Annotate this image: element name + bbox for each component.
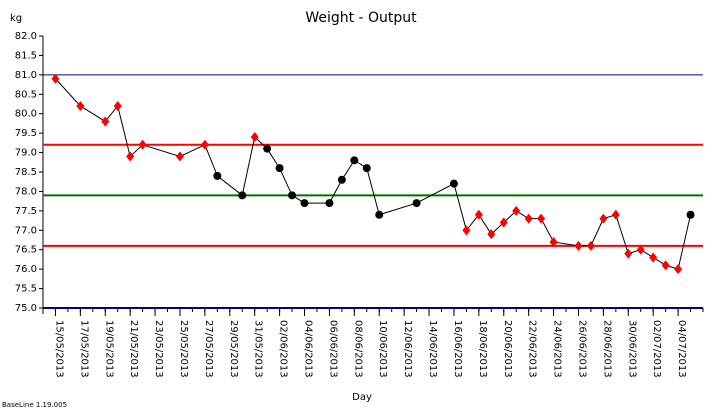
data-point — [674, 264, 683, 275]
data-point — [611, 209, 620, 220]
data-point — [175, 151, 184, 162]
data-point — [113, 100, 122, 111]
x-tick-label: 06/06/2013 — [327, 320, 338, 378]
data-point — [375, 210, 384, 219]
data-point — [474, 209, 483, 220]
y-tick-label: 75.5 — [15, 284, 37, 295]
data-point — [200, 139, 209, 150]
y-tick-label: 78.0 — [15, 186, 37, 197]
x-tick-label: 08/06/2013 — [352, 320, 363, 378]
footnote: BaseLine 1.19.005 — [2, 401, 67, 409]
data-point — [549, 236, 558, 247]
data-point — [288, 191, 297, 200]
data-point — [238, 191, 247, 200]
data-point — [263, 144, 272, 153]
data-point — [138, 139, 147, 150]
data-point — [624, 248, 633, 259]
data-point — [250, 132, 259, 143]
y-tick-label: 80.0 — [15, 109, 37, 120]
data-point — [487, 229, 496, 240]
y-tick-label: 77.0 — [15, 225, 37, 236]
y-tick-label: 79.5 — [15, 128, 37, 139]
x-tick-label: 29/05/2013 — [228, 320, 239, 378]
x-tick-label: 12/06/2013 — [402, 320, 413, 378]
x-tick-label: 04/07/2013 — [676, 320, 687, 378]
data-point — [412, 199, 421, 208]
x-tick-label: 20/06/2013 — [502, 320, 513, 378]
data-point — [499, 217, 508, 228]
data-line — [55, 78, 692, 270]
x-tick-label: 28/06/2013 — [601, 320, 612, 378]
y-axis-label: kg — [10, 13, 22, 24]
y-tick-label: 78.5 — [15, 167, 37, 178]
y-tick-label: 76.0 — [15, 264, 37, 275]
x-tick-label: 02/07/2013 — [651, 320, 662, 378]
x-tick-label: 19/05/2013 — [103, 320, 114, 378]
x-tick-label: 23/05/2013 — [153, 320, 164, 378]
x-tick-label: 31/05/2013 — [253, 320, 264, 378]
y-tick-label: 81.0 — [15, 70, 37, 81]
data-point — [275, 164, 284, 173]
x-tick-label: 24/06/2013 — [552, 320, 563, 378]
data-point — [126, 151, 135, 162]
data-point — [449, 179, 458, 188]
data-point — [462, 225, 471, 236]
x-tick-label: 04/06/2013 — [303, 320, 314, 378]
x-tick-label: 25/05/2013 — [178, 320, 189, 378]
data-point — [101, 116, 110, 127]
x-tick-label: 14/06/2013 — [427, 320, 438, 378]
y-tick-label: 82.0 — [15, 31, 37, 42]
data-point — [574, 240, 583, 251]
data-point — [350, 156, 359, 165]
data-point — [649, 252, 658, 263]
x-tick-label: 22/06/2013 — [527, 320, 538, 378]
data-point — [599, 213, 608, 224]
y-tick-label: 80.5 — [15, 89, 37, 100]
y-tick-label: 77.5 — [15, 206, 37, 217]
x-tick-label: 18/06/2013 — [477, 320, 488, 378]
y-tick-label: 79.0 — [15, 148, 37, 159]
data-point — [636, 244, 645, 255]
data-point — [213, 171, 222, 180]
x-tick-label: 30/06/2013 — [626, 320, 637, 378]
x-tick-label: 26/06/2013 — [576, 320, 587, 378]
x-axis-label: Day — [352, 392, 372, 403]
data-point — [76, 100, 85, 111]
data-point — [686, 210, 695, 219]
x-tick-label: 02/06/2013 — [278, 320, 289, 378]
data-point — [325, 199, 334, 208]
data-point — [524, 213, 533, 224]
chart-title: Weight - Output — [305, 10, 417, 26]
data-point — [586, 240, 595, 251]
data-point — [537, 213, 546, 224]
x-tick-label: 27/05/2013 — [203, 320, 214, 378]
x-tick-label: 21/05/2013 — [128, 320, 139, 378]
y-tick-label: 81.5 — [15, 50, 37, 61]
data-point — [661, 260, 670, 271]
data-point — [337, 175, 346, 184]
data-point — [512, 205, 521, 216]
data-point — [51, 73, 60, 84]
x-tick-label: 16/06/2013 — [452, 320, 463, 378]
data-point — [362, 164, 371, 173]
x-tick-label: 17/05/2013 — [78, 320, 89, 378]
y-tick-label: 76.5 — [15, 245, 37, 256]
y-tick-label: 75.0 — [15, 303, 37, 314]
x-tick-label: 10/06/2013 — [377, 320, 388, 378]
x-tick-label: 15/05/2013 — [53, 320, 64, 378]
data-point — [300, 199, 309, 208]
